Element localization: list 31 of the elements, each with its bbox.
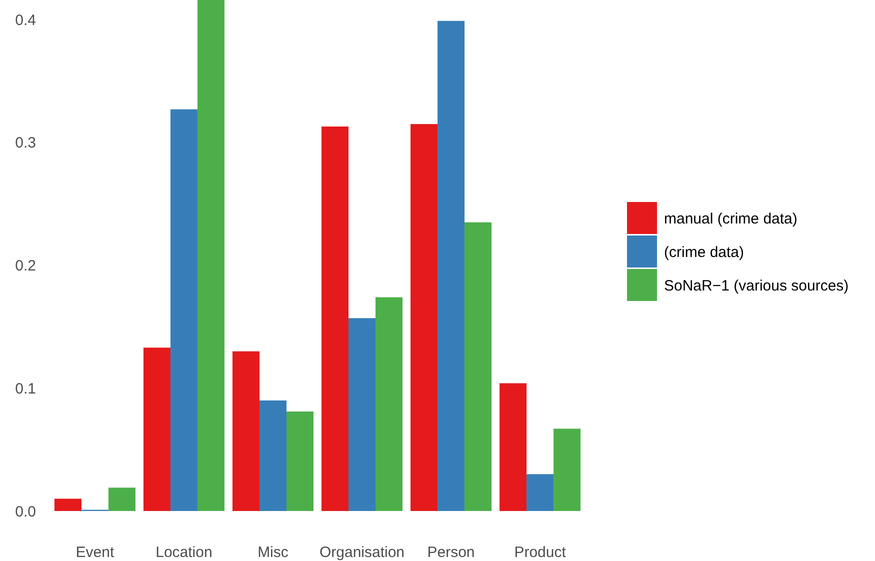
y-tick-label: 0.0 [15,503,36,520]
bar [197,0,224,511]
x-tick-label: Person [427,544,475,561]
bar [438,20,465,511]
y-tick-label: 0.3 [15,134,36,152]
bar [410,124,438,511]
bar [500,383,527,511]
legend-label: SoNaR−1 (various sources) [664,277,849,294]
bar [143,348,170,511]
bar [232,351,260,511]
y-tick-label: 0.1 [15,380,36,398]
x-tick-label: Misc [258,544,289,561]
y-tick-label: 0.4 [15,12,36,29]
bar [54,498,82,511]
bar [170,109,198,511]
bar [322,126,349,511]
x-tick-label: Organisation [319,544,405,561]
legend-label: (crime data) [664,244,744,261]
bar [464,222,492,511]
x-tick-label: Location [156,544,212,561]
x-tick-label: Product [514,544,567,561]
legend-label: manual (crime data) [664,210,798,228]
bar [259,400,286,511]
bar [348,318,376,511]
bar [286,412,314,511]
bar [554,428,581,511]
x-tick-label: Event [76,544,115,561]
bar [376,297,403,511]
y-tick-label: 0.2 [15,258,36,275]
bar [108,488,136,511]
bar [526,474,554,511]
